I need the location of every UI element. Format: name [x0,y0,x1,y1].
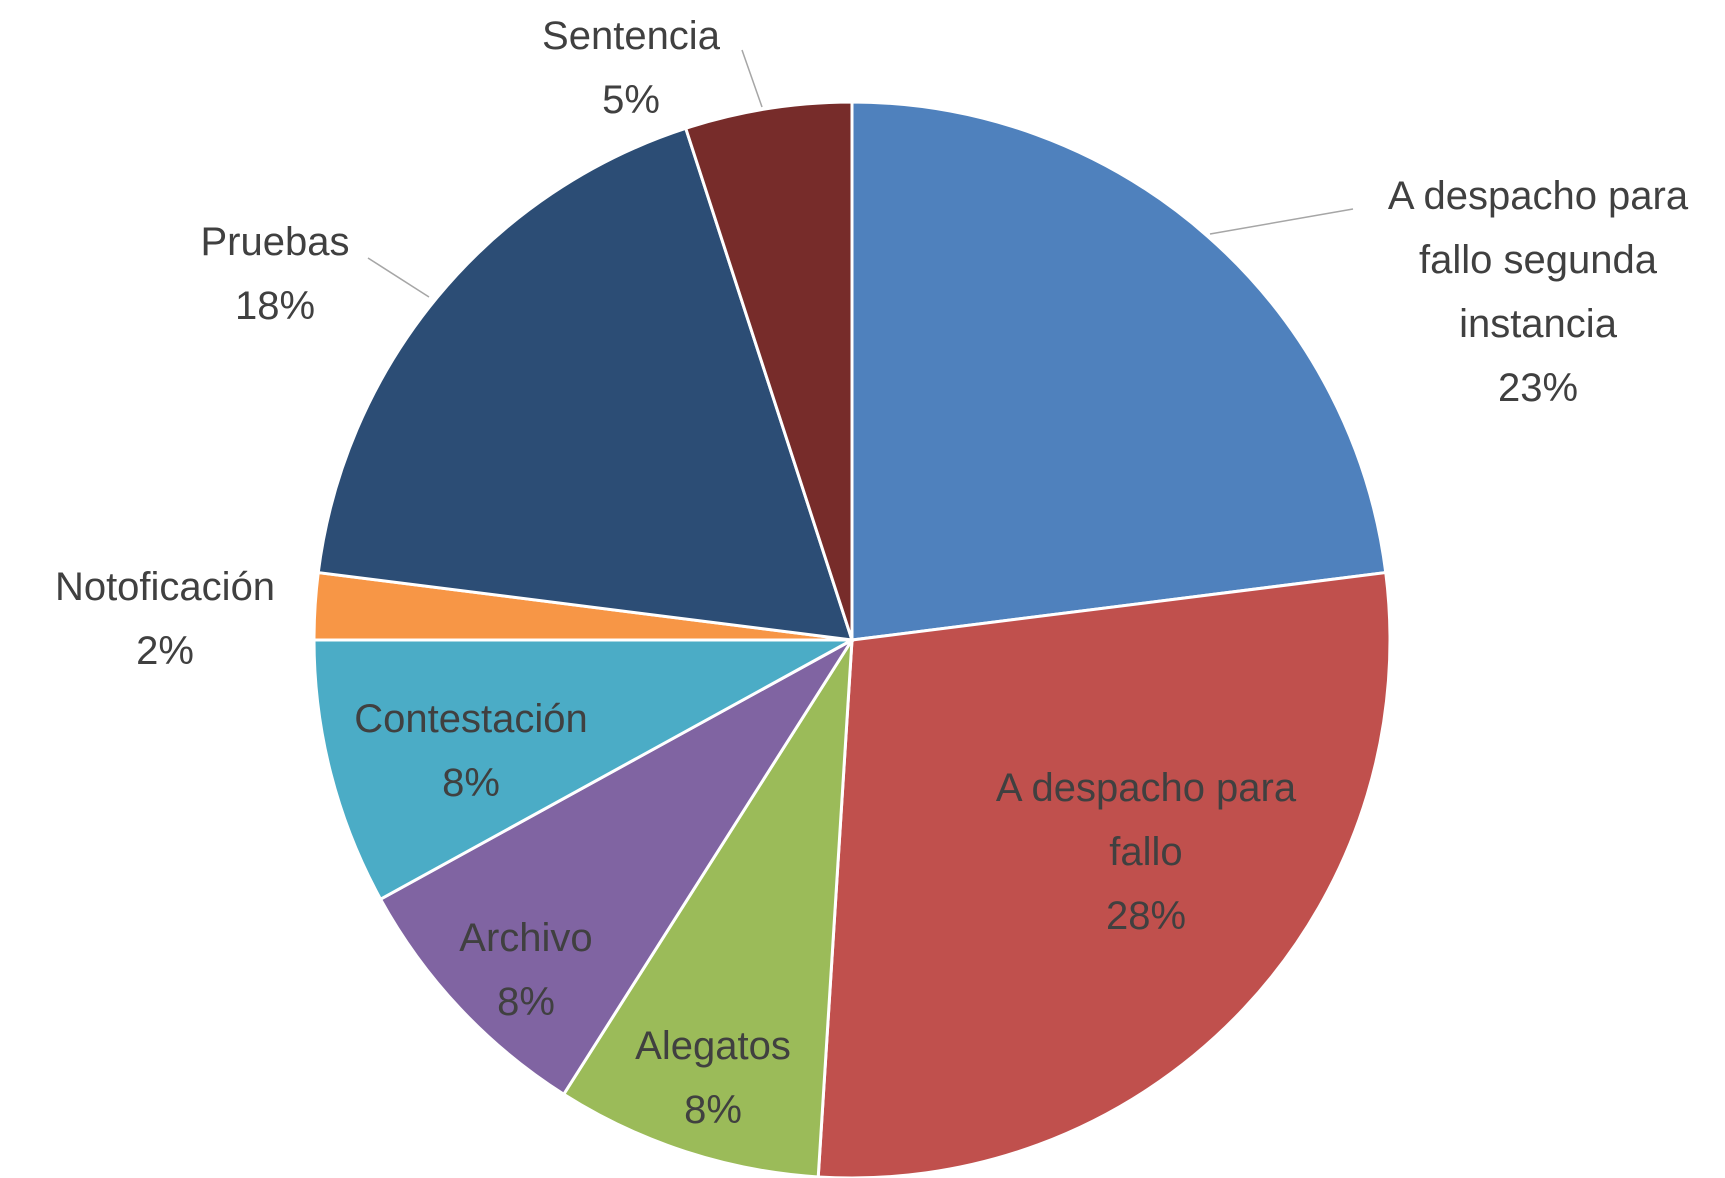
data-label: Alegatos 8% [603,1014,823,1142]
leader-line [1209,208,1354,235]
pie-slice [816,570,1392,1178]
value-label: 8% [684,1088,742,1132]
pie-slice [850,100,1388,642]
value-label: 28% [1105,894,1187,938]
value-label: 8% [442,761,500,805]
leader-line [741,49,763,108]
pie-slice [561,639,854,1178]
data-label: Sentencia 5% [511,4,751,132]
pie-slice [312,638,853,902]
leader-line [367,257,430,298]
category-label: Contestación [354,697,588,741]
value-label: 23% [1497,366,1579,410]
data-label: Contestación 8% [321,687,621,815]
category-label: Sentencia [542,14,720,58]
data-label: A despacho para fallo 28% [956,756,1336,948]
pie-slice [683,100,854,641]
category-label: Pruebas [200,220,350,264]
category-label: Notoficación [54,565,276,609]
category-label: Archivo [459,916,593,960]
data-label: Pruebas 18% [165,210,385,338]
data-label: Notoficación 2% [15,555,315,683]
value-label: 2% [136,629,194,673]
pie-slice [316,126,855,642]
data-label: A despacho para fallo segunda instancia 2… [1353,164,1723,420]
pie-slice [378,638,854,1097]
category-label: Alegatos [635,1024,791,1068]
value-label: 8% [497,980,555,1024]
category-label: A despacho para fallo [995,766,1297,874]
value-label: 5% [602,78,660,122]
data-label: Archivo 8% [416,906,636,1034]
category-label: A despacho para fallo segunda instancia [1387,174,1689,346]
value-label: 18% [234,284,316,328]
